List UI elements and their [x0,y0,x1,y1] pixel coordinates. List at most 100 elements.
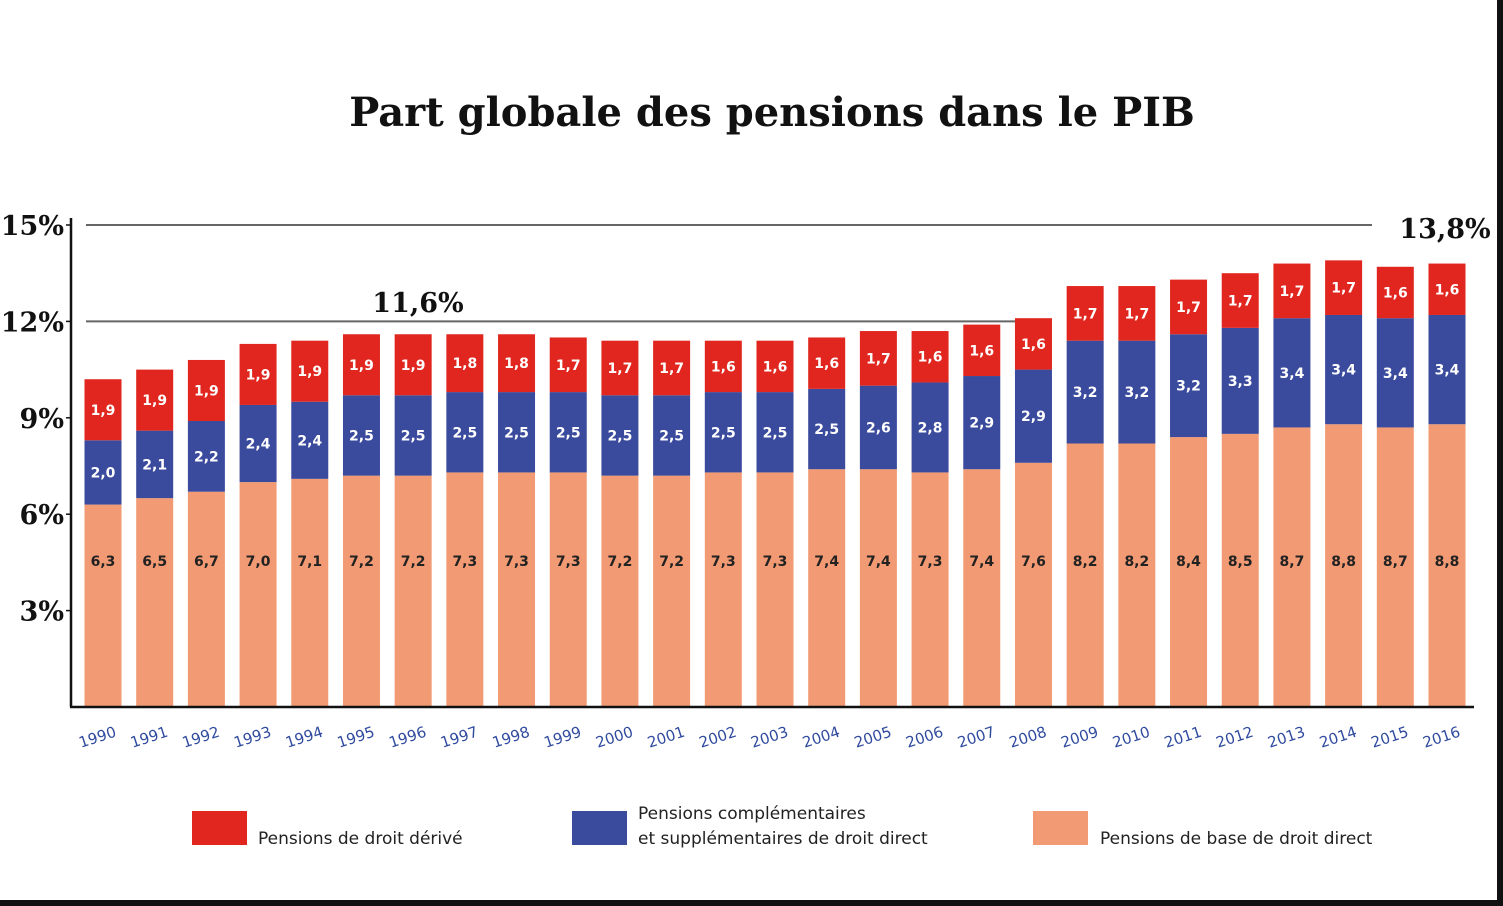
data-label: 1,7 [866,351,891,367]
data-label: 2,5 [659,428,684,444]
legend-item: Pensions de droit dérivé [192,811,463,849]
x-tick-labels: 1990 1991 1992 1993 1994 1995 1996 1997 1998 1999… [77,723,1463,752]
x-tick-label: 2002 [697,723,739,752]
bar-segment [1376,266,1414,319]
data-label: 1,7 [1228,294,1253,310]
bar-segment [601,340,639,396]
y-tick-label: 6% [20,500,64,531]
bar-segment [549,472,587,707]
data-label: 2,5 [452,425,477,441]
bar-stack: 8,8 3,4 1,6 [1428,263,1466,707]
bar-segment [136,498,174,707]
bar-stack: 7,2 2,5 1,7 [601,340,639,707]
bar-segment [704,340,742,393]
data-label: 3,4 [1383,366,1408,382]
data-label: 2,6 [866,420,891,436]
data-label: 2,5 [711,425,736,441]
reference-line-label: 13,8% [1399,214,1490,245]
data-label: 6,3 [91,554,116,570]
bar-segment [1221,433,1259,707]
bar-segment [239,404,277,483]
data-label: 2,5 [349,428,374,444]
data-label: 7,3 [452,554,477,570]
x-tick-label: 1995 [335,723,377,752]
bar-segment [291,340,329,402]
x-tick-label: 2016 [1421,723,1463,752]
bar-segment [239,482,277,707]
data-label: 1,6 [711,359,736,375]
legend-label: Pensions de base de droit direct [1100,829,1373,849]
legend-item: Pensions complémentaires et supplémentair… [572,804,928,849]
bar-segment [1221,273,1259,328]
x-tick-label: 2010 [1110,723,1152,752]
bar-segment [1376,427,1414,707]
bar-segment [859,385,897,470]
data-label: 1,6 [1383,285,1408,301]
bar-segment [342,334,380,396]
bar-segment [136,369,174,431]
bar-segment [1325,260,1363,315]
bar-segment [446,334,484,393]
bar-segment [498,392,536,473]
data-label: 7,2 [608,554,633,570]
bar-segment [187,421,225,492]
data-label: 1,9 [194,383,219,399]
bar-stack: 8,2 3,2 1,7 [1118,286,1156,707]
bar-segment [1273,427,1311,707]
bar-stack: 7,3 2,5 1,8 [446,334,484,707]
legend-item: Pensions de base de droit direct [1033,811,1373,849]
x-tick-label: 2006 [904,723,946,752]
bar-segment [187,491,225,707]
bar-segment [394,334,432,396]
data-label: 1,6 [1435,282,1460,298]
data-label: 8,8 [1435,554,1460,570]
data-label: 3,4 [1280,366,1305,382]
bar-segment [963,376,1001,470]
bar-segment [342,475,380,707]
bar-stack: 7,3 2,5 1,7 [549,337,587,707]
bar-segment [704,392,742,473]
bar-segment [653,395,691,476]
bar-segment [859,331,897,386]
data-label: 2,5 [504,425,529,441]
bar-segment [498,334,536,393]
data-label: 7,4 [814,554,839,570]
bar-stack: 7,4 2,9 1,6 [963,324,1001,707]
data-label: 8,8 [1331,554,1356,570]
bar-segment [394,395,432,476]
bar-segment [84,379,122,441]
data-label: 2,4 [297,433,322,449]
data-label: 7,3 [556,554,581,570]
data-label: 3,3 [1228,374,1253,390]
bar-stack: 8,8 3,4 1,7 [1325,260,1363,707]
data-label: 1,7 [556,358,581,374]
data-label: 8,2 [1073,554,1098,570]
bar-segment [1325,424,1363,707]
data-label: 8,7 [1383,554,1408,570]
data-label: 1,9 [297,364,322,380]
bar-segment [756,340,794,393]
y-tick-label: 3% [20,597,64,628]
bar-segment [1273,318,1311,428]
data-label: 1,7 [1176,300,1201,316]
data-label: 6,5 [142,554,167,570]
data-label: 7,6 [1021,554,1046,570]
bar-segment [1273,263,1311,319]
x-tick-label: 2014 [1317,723,1359,752]
data-label: 3,4 [1435,363,1460,379]
data-label: 2,5 [763,425,788,441]
data-label: 7,3 [918,554,943,570]
legend-label: Pensions complémentaires [638,804,866,824]
bar-segment [84,504,122,707]
x-tick-label: 2004 [800,723,842,752]
y-tick-label: 15% [1,211,64,242]
x-tick-label: 1999 [542,723,584,752]
data-label: 2,1 [142,457,167,473]
bar-segment [239,343,277,405]
data-label: 1,6 [763,359,788,375]
x-tick-label: 2003 [749,723,791,752]
data-label: 1,7 [1280,284,1305,300]
data-label: 1,8 [504,356,529,372]
data-label: 3,2 [1073,385,1098,401]
